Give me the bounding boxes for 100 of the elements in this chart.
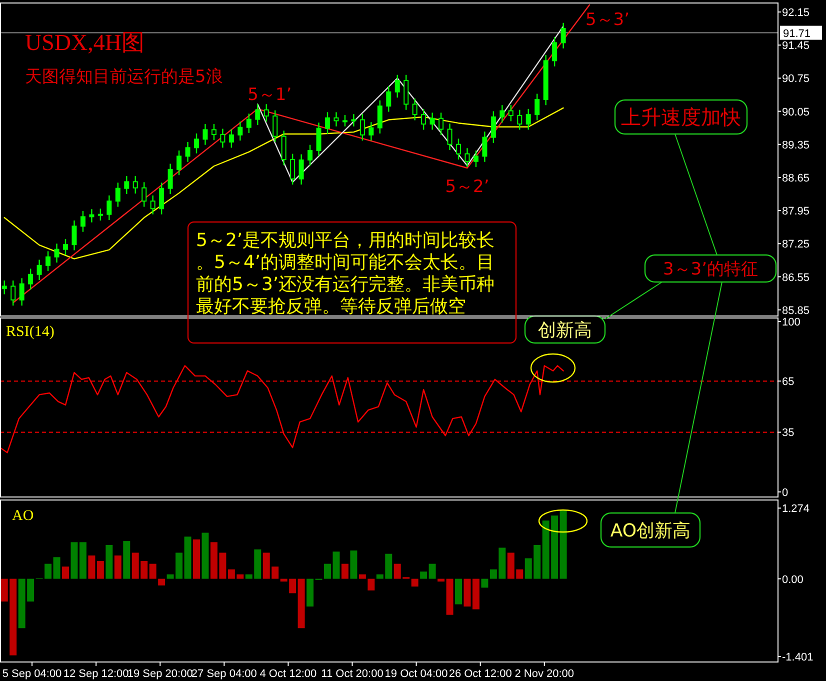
x-tick-label: 4 Oct 12:00	[260, 668, 317, 680]
bar	[411, 578, 418, 587]
candlestick	[54, 243, 60, 264]
candlestick	[98, 208, 103, 222]
candlestick	[202, 123, 208, 146]
candlestick	[63, 238, 68, 256]
candlestick	[534, 93, 540, 121]
candlestick	[456, 138, 462, 160]
y-tick-label: 89.35	[782, 139, 810, 152]
bar	[96, 561, 104, 579]
y-tick-label: 88.65	[782, 172, 810, 184]
bar	[358, 574, 366, 579]
x-tick-label: 19 Oct 04:00	[384, 668, 448, 680]
candlestick	[168, 163, 173, 195]
candlestick	[185, 141, 190, 162]
y-tick-label: -1.401	[782, 652, 814, 664]
bar	[350, 550, 358, 579]
candlestick	[115, 182, 120, 208]
candlestick	[500, 104, 505, 124]
candlestick	[360, 114, 365, 142]
candlestick	[272, 110, 278, 143]
annotation: AO创新高	[610, 520, 691, 542]
candlestick	[80, 210, 86, 232]
candlestick	[342, 114, 348, 128]
y-tick-label: 90.75	[782, 73, 810, 86]
bar	[202, 532, 209, 579]
x-tick-label: 2 Nov 20:00	[514, 668, 574, 680]
bar	[70, 542, 78, 579]
bar	[438, 578, 445, 582]
annotation: 创新高	[538, 320, 592, 341]
candlestick	[490, 110, 496, 144]
text: USDX,4H图	[25, 30, 144, 55]
candlestick	[412, 98, 418, 121]
candlestick	[10, 280, 16, 306]
annotation: 5～2’是不规则平台，用的时间比较长。5～4’的调整时间可能不会太长。目前的5～3’还没有运行完整。非美币种最好不要抢反弹。等待反弹后做空	[196, 230, 495, 317]
annotation: 5～1’	[248, 84, 292, 105]
bar	[455, 578, 462, 604]
candlestick	[36, 259, 42, 281]
bar	[149, 564, 156, 579]
bar	[184, 536, 192, 579]
y-tick-label: 91.45	[782, 40, 810, 52]
candlestick	[124, 175, 130, 195]
candlestick	[176, 150, 182, 176]
bar	[193, 539, 200, 579]
y-tick-label: 90.05	[782, 106, 810, 118]
y-tick-label: 100	[782, 316, 800, 328]
candlestick	[473, 150, 478, 168]
y-tick-label: 87.95	[782, 206, 810, 218]
x-tick-label: 19 Sep 20:00	[127, 668, 193, 680]
candlestick	[246, 113, 252, 134]
bar	[428, 564, 436, 579]
candlestick	[438, 112, 444, 136]
candlestick	[46, 250, 51, 272]
y-tick-label: 35	[782, 427, 794, 440]
candlestick	[552, 36, 558, 67]
candlestick	[19, 278, 24, 306]
bar	[123, 541, 130, 579]
candlestick	[106, 194, 112, 221]
candlestick	[421, 108, 426, 130]
bar	[472, 578, 480, 610]
candlestick	[194, 132, 199, 154]
candlestick	[508, 104, 514, 122]
annotation: 3～3’的特征	[662, 260, 758, 280]
y-tick-label: 0.00	[782, 574, 804, 586]
candlestick	[447, 122, 452, 151]
candlestick	[264, 104, 269, 122]
x-tick-label: 26 Oct 12:00	[448, 668, 512, 680]
ref-line-label: 91.71	[783, 28, 811, 40]
candlestick	[334, 112, 339, 128]
bar	[560, 510, 567, 579]
x-tick-label: 12 Sep 12:00	[63, 668, 129, 680]
bar	[53, 557, 60, 579]
bar	[79, 542, 86, 579]
candlestick	[482, 131, 488, 162]
candlestick	[238, 121, 243, 142]
bar	[114, 555, 122, 579]
candlestick	[281, 130, 286, 166]
candlestick	[368, 122, 374, 142]
y-tick-label: 86.55	[782, 272, 810, 284]
candlestick	[298, 154, 304, 186]
candlestick	[316, 122, 322, 157]
candlestick	[28, 268, 34, 290]
bar	[106, 544, 113, 579]
y-tick-label: 87.25	[782, 238, 810, 251]
x-tick-label: 11 Oct 20:00	[321, 668, 384, 680]
candlestick	[394, 74, 400, 98]
candlestick	[150, 194, 156, 215]
candlestick	[290, 153, 296, 186]
candlestick	[211, 123, 216, 141]
candlestick	[464, 148, 470, 168]
annotation: 上升速度加快	[621, 105, 741, 130]
y-tick-label: 92.15	[782, 6, 810, 19]
bar	[446, 578, 454, 615]
candlestick	[255, 104, 260, 126]
x-tick-label: 27 Sep 04:00	[191, 668, 257, 680]
candlestick	[526, 108, 531, 130]
candlestick	[351, 114, 356, 128]
candlestick	[159, 182, 164, 215]
annotation: 5～3’	[585, 10, 630, 30]
bar	[464, 578, 471, 607]
